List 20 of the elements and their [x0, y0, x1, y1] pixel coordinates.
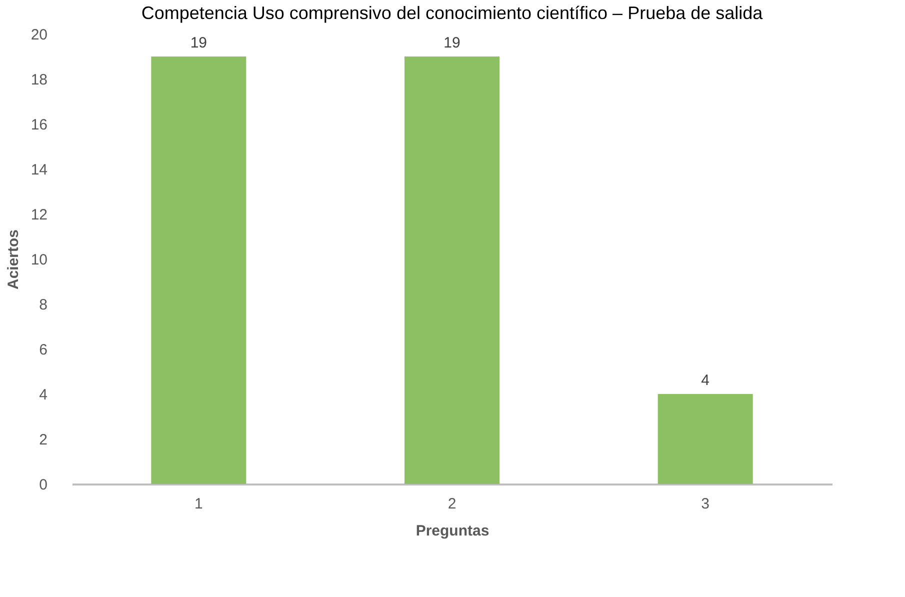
y-tick-label: 10: [30, 252, 48, 268]
y-tick-label: 14: [30, 162, 48, 178]
y-tick-label: 12: [30, 206, 48, 224]
y-tick-label: 8: [39, 296, 48, 314]
y-tick-label: 0: [39, 476, 48, 494]
x-tick-label: 3: [701, 496, 710, 512]
x-axis-title: Preguntas: [416, 522, 490, 540]
data-label: 19: [444, 34, 460, 52]
y-axis-title: Aciertos: [4, 229, 22, 290]
y-tick-label: 16: [30, 116, 48, 134]
data-label: 4: [701, 372, 710, 389]
x-tick-label: 1: [194, 496, 203, 512]
chart-title: Competencia Uso comprensivo del conocimiento científico – Prueba de salida: [141, 3, 764, 23]
y-tick-label: 6: [39, 342, 48, 358]
y-tick-label: 20: [30, 26, 48, 44]
y-tick-label: 4: [39, 386, 48, 404]
data-label: 19: [190, 34, 208, 52]
x-tick-label: 2: [448, 496, 456, 512]
y-tick-label: 2: [39, 432, 48, 448]
y-tick-label: 18: [30, 72, 48, 88]
